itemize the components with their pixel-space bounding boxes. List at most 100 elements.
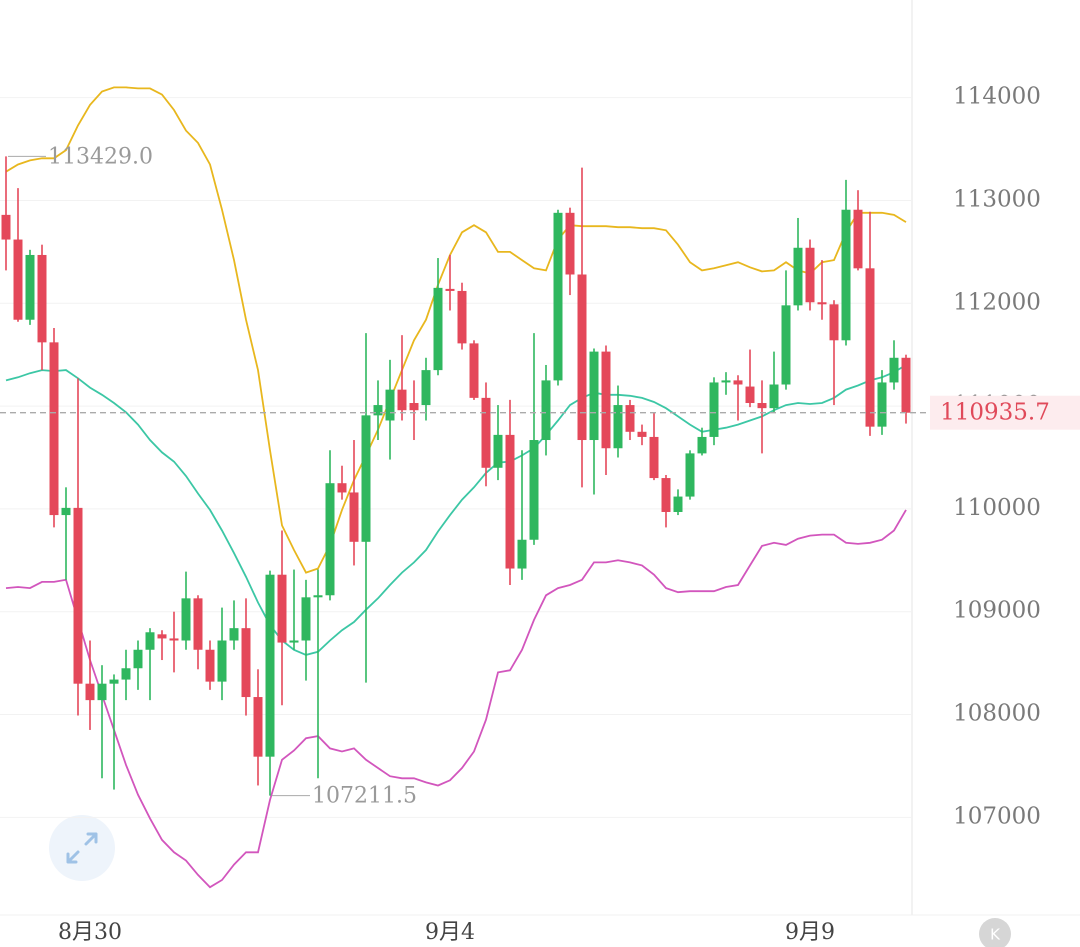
candle-body: [361, 415, 371, 542]
candle-body: [541, 380, 551, 441]
candle-body: [517, 539, 527, 569]
candle-body: [661, 478, 671, 512]
candle-body: [97, 683, 107, 701]
candles: [1, 156, 911, 796]
k-label: K: [990, 926, 1001, 944]
candle-body: [841, 209, 851, 341]
candle-body: [673, 496, 683, 512]
candle-body: [241, 628, 251, 698]
y-tick-label: 107000: [953, 803, 1041, 829]
expand-button[interactable]: [49, 815, 115, 881]
candle-body: [445, 288, 455, 291]
candle-body: [289, 640, 299, 643]
candle-body: [265, 574, 275, 757]
candle-body: [337, 483, 347, 493]
candle-body: [73, 507, 83, 684]
candle-body: [757, 403, 767, 409]
band-line: [5, 509, 907, 889]
candle-body: [577, 274, 587, 441]
candle-body: [457, 290, 467, 344]
y-tick-label: 114000: [953, 84, 1041, 110]
candle-body: [685, 453, 695, 497]
candle-body: [889, 357, 899, 383]
candle-body: [169, 638, 179, 641]
candle-body: [769, 384, 779, 409]
candle-body: [25, 254, 35, 320]
y-tick-label: 113000: [953, 186, 1041, 212]
k-button[interactable]: K: [979, 918, 1011, 947]
candle-body: [877, 382, 887, 427]
candle-body: [385, 389, 395, 421]
bands: [5, 86, 907, 889]
x-tick-label: 9月4: [425, 920, 475, 945]
candle-body: [565, 212, 575, 275]
k-circle: [979, 918, 1011, 947]
candle-body: [745, 386, 755, 404]
band-line: [5, 364, 907, 656]
candle-body: [709, 382, 719, 437]
candle-body: [433, 287, 443, 371]
y-tick-label: 110000: [953, 495, 1041, 521]
expand-circle: [49, 815, 115, 881]
candle-body: [625, 405, 635, 432]
candle-body: [181, 598, 191, 641]
candle-body: [121, 668, 131, 680]
candle-body: [553, 212, 563, 381]
candle-body: [397, 389, 407, 411]
candle-body: [529, 440, 539, 540]
candle-body: [193, 598, 203, 650]
candle-body: [505, 434, 515, 569]
candle-body: [1, 214, 11, 240]
candle-body: [253, 697, 263, 757]
expand-icon: [66, 832, 98, 864]
y-tick-label: 109000: [953, 598, 1041, 624]
candle-body: [229, 628, 239, 641]
candle-body: [157, 634, 167, 639]
candle-body: [613, 405, 623, 449]
candle-body: [901, 357, 911, 413]
candle-body: [301, 597, 311, 641]
candle-body: [469, 343, 479, 398]
candle-body: [637, 431, 647, 437]
candle-body: [325, 483, 335, 596]
last-price-label: 110935.7: [940, 400, 1050, 426]
candle-body: [37, 254, 47, 343]
candle-body: [601, 351, 611, 449]
candle-body: [793, 247, 803, 306]
x-tick-label: 8月30: [58, 920, 122, 945]
candle-body: [145, 632, 155, 650]
overlay: 113429.0 107211.5 110935.7: [0, 144, 1080, 809]
candle-body: [817, 302, 827, 305]
band-line: [5, 86, 907, 574]
candle-body: [313, 595, 323, 598]
candle-body: [493, 434, 503, 468]
candle-body: [277, 574, 287, 643]
annotation-label: 107211.5: [312, 784, 417, 809]
candle-body: [829, 304, 839, 341]
candle-body: [481, 397, 491, 468]
candle-body: [409, 403, 419, 411]
candle-body: [85, 683, 95, 701]
candle-body: [49, 342, 59, 516]
candle-body: [133, 649, 143, 669]
y-tick-label: 112000: [953, 289, 1041, 315]
candle-body: [733, 380, 743, 385]
last-price-box: [930, 395, 1080, 430]
candle-body: [205, 649, 215, 682]
y-tick-label: 108000: [953, 701, 1041, 727]
candle-body: [373, 405, 383, 416]
candle-body: [349, 492, 359, 542]
candle-body: [649, 436, 659, 479]
candle-body: [109, 679, 119, 684]
candle-body: [853, 209, 863, 269]
x-tick-label: 9月9: [785, 920, 835, 945]
candle-body: [589, 351, 599, 441]
candle-body: [61, 507, 71, 516]
candle-body: [217, 640, 227, 682]
annotation-label: 113429.0: [48, 144, 153, 169]
candle-body: [865, 268, 875, 427]
candle-body: [421, 370, 431, 406]
candle-body: [721, 380, 731, 383]
candle-body: [805, 247, 815, 303]
